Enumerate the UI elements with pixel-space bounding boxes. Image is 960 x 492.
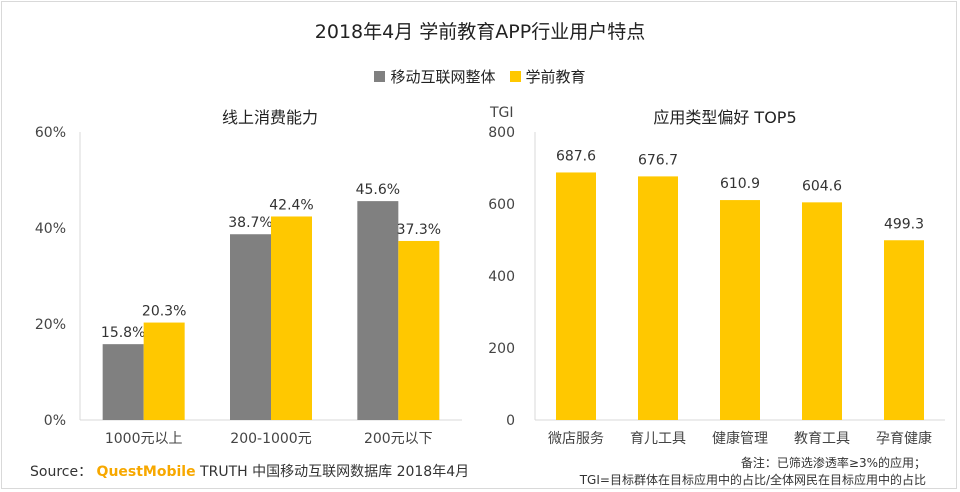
left-y-tick-label: 40% (35, 221, 66, 237)
legend-label-overall: 移动互联网整体 (390, 68, 496, 86)
left-x-tick-label: 200元以下 (364, 431, 433, 447)
left-y-tick-label: 60% (35, 125, 66, 141)
right-y-tick-label: 200 (488, 341, 515, 357)
right-bar (802, 202, 842, 420)
left-y-tick-label: 20% (35, 317, 66, 333)
legend-swatch-overall (374, 71, 386, 82)
left-bar (398, 240, 440, 420)
right-y-axis-title: TGI (489, 105, 514, 121)
right-data-label: 499.3 (884, 216, 924, 232)
remark-line-2: TGI=目标群体在目标应用中的占比/全体网民在目标应用中的占比 (579, 473, 926, 487)
source-note: Source： QuestMobile TRUTH 中国移动互联网数据库 201… (30, 461, 469, 481)
right-bar (884, 240, 924, 420)
left-data-label: 45.6% (356, 182, 400, 198)
right-data-label: 610.9 (720, 176, 760, 192)
right-x-tick-label: 微店服务 (548, 431, 604, 447)
left-bar (143, 322, 185, 420)
left-bar (271, 216, 312, 420)
legend-item-overall: 移动互联网整体 (374, 66, 496, 87)
right-bar (638, 176, 678, 420)
right-data-label: 604.6 (802, 178, 842, 194)
right-data-label: 676.7 (638, 152, 678, 168)
right-data-label: 687.6 (556, 148, 596, 164)
right-x-tick-label: 孕育健康 (876, 430, 932, 447)
left-x-tick-label: 1000元以上 (105, 431, 183, 447)
right-y-tick-label: 800 (488, 125, 515, 141)
legend-swatch-preschool (509, 71, 521, 82)
left-chart-title: 线上消费能力 (221, 108, 318, 127)
left-data-label: 20.3% (142, 304, 186, 320)
source-suffix: TRUTH 中国移动互联网数据库 2018年4月 (195, 464, 470, 480)
left-data-label: 37.3% (397, 222, 441, 238)
source-prefix: Source： (30, 464, 93, 480)
questmobile-brand: QuestMobile (96, 464, 196, 480)
right-bar (720, 200, 760, 420)
legend: 移动互联网整体 学前教育 (0, 66, 960, 87)
left-bar (102, 344, 144, 420)
left-bar (230, 234, 271, 420)
right-y-tick-label: 600 (488, 197, 515, 213)
chart-title: 2018年4月 学前教育APP行业用户特点 (314, 21, 646, 43)
left-y-tick-label: 0% (44, 413, 66, 429)
left-data-label: 15.8% (101, 325, 145, 341)
right-bar (556, 172, 596, 420)
left-x-tick-label: 200-1000元 (230, 431, 311, 447)
left-bar (357, 201, 399, 420)
right-x-tick-label: 教育工具 (794, 431, 850, 447)
right-chart-title: 应用类型偏好 TOP5 (653, 108, 797, 127)
legend-label-preschool: 学前教育 (525, 68, 586, 86)
left-data-label: 42.4% (269, 197, 313, 213)
right-x-tick-label: 健康管理 (712, 430, 768, 447)
left-data-label: 38.7% (228, 215, 272, 231)
remark-note: 备注：已筛选渗透率≥3%的应用； TGI=目标群体在目标应用中的占比/全体网民在… (580, 455, 926, 489)
right-y-tick-label: 0 (506, 413, 515, 429)
right-x-tick-label: 育儿工具 (630, 431, 686, 447)
legend-item-preschool: 学前教育 (509, 66, 586, 87)
remark-line-1: 备注：已筛选渗透率≥3%的应用； (740, 456, 926, 470)
right-y-tick-label: 400 (488, 269, 515, 285)
